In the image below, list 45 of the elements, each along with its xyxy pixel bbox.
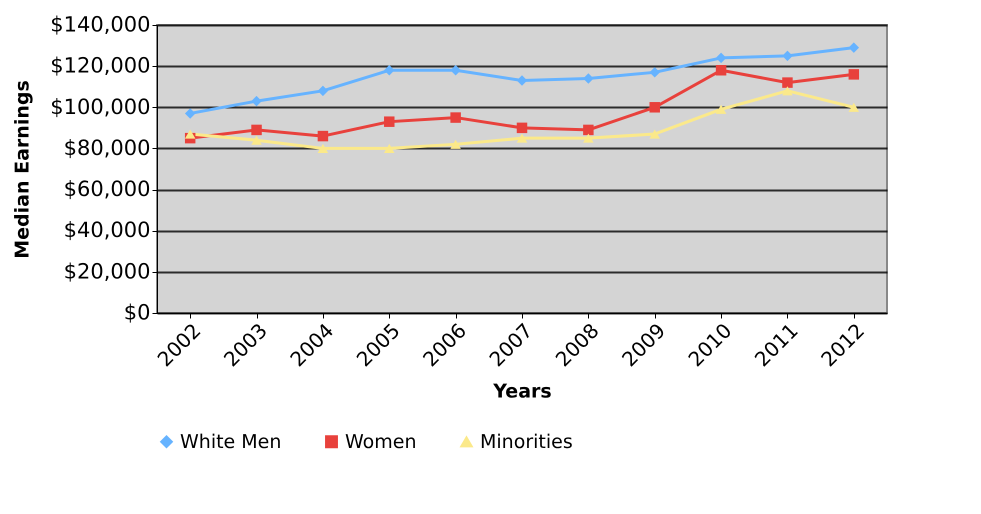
point bbox=[716, 65, 726, 76]
legend-label: Minorities bbox=[480, 430, 573, 453]
point bbox=[318, 144, 328, 153]
point bbox=[450, 65, 461, 76]
y-tick-label: $40,000 bbox=[64, 218, 150, 242]
point bbox=[318, 86, 328, 96]
y-tick-label: $60,000 bbox=[64, 177, 150, 202]
point bbox=[848, 42, 860, 53]
point bbox=[649, 67, 660, 78]
legend-label: White Men bbox=[180, 430, 282, 453]
point bbox=[251, 136, 262, 145]
point bbox=[251, 124, 262, 136]
point bbox=[384, 65, 395, 76]
point bbox=[583, 73, 594, 84]
point bbox=[184, 129, 196, 139]
point bbox=[516, 75, 528, 86]
point bbox=[649, 102, 660, 113]
y-tick-label: $100,000 bbox=[50, 94, 150, 119]
point bbox=[516, 122, 528, 134]
point bbox=[450, 140, 461, 149]
point bbox=[782, 86, 793, 96]
point bbox=[649, 129, 660, 139]
point bbox=[184, 108, 196, 119]
point bbox=[716, 52, 726, 64]
point bbox=[384, 144, 395, 153]
point bbox=[583, 134, 594, 143]
y-tick-label: $140,000 bbox=[50, 12, 150, 36]
point bbox=[516, 134, 528, 143]
point bbox=[583, 124, 594, 136]
point bbox=[251, 96, 262, 106]
y-axis-title: Median Earnings bbox=[11, 80, 34, 259]
y-tick-label: $120,000 bbox=[50, 54, 150, 78]
point bbox=[450, 112, 461, 123]
point bbox=[782, 50, 793, 62]
point bbox=[782, 77, 793, 88]
y-tick-label: $0 bbox=[124, 300, 150, 324]
point bbox=[848, 69, 860, 80]
y-tick-label: $80,000 bbox=[64, 136, 150, 160]
point bbox=[848, 102, 860, 112]
point bbox=[384, 116, 395, 127]
legend-label: Women bbox=[345, 430, 417, 453]
point bbox=[716, 104, 726, 114]
y-tick-label: $20,000 bbox=[64, 259, 150, 284]
x-axis-title: Years bbox=[492, 380, 552, 403]
point bbox=[318, 130, 328, 142]
